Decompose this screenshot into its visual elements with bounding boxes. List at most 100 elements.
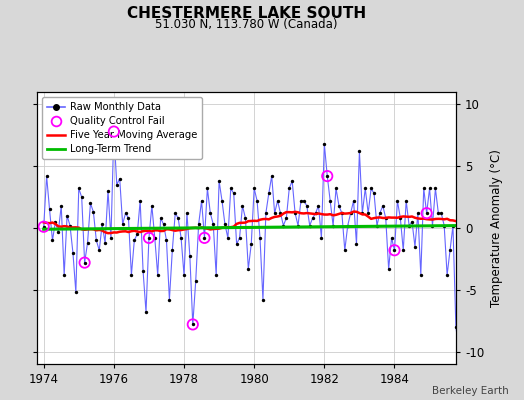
Point — [484, 173, 492, 179]
Point — [270, 210, 279, 216]
Point — [341, 247, 349, 254]
Point — [261, 210, 270, 216]
Point — [463, 173, 472, 179]
Point — [74, 185, 83, 192]
Point — [457, 178, 466, 184]
Point — [203, 185, 212, 192]
Point — [431, 185, 440, 192]
Point — [189, 321, 197, 328]
Point — [413, 210, 422, 216]
Point — [148, 202, 156, 209]
Point — [390, 247, 399, 254]
Point — [180, 272, 188, 278]
Point — [127, 272, 136, 278]
Point — [381, 215, 390, 221]
Point — [60, 272, 68, 278]
Point — [367, 185, 375, 192]
Point — [490, 222, 498, 229]
Text: 51.030 N, 113.780 W (Canada): 51.030 N, 113.780 W (Canada) — [155, 18, 337, 31]
Point — [130, 237, 138, 244]
Point — [320, 141, 329, 147]
Point — [399, 247, 408, 254]
Text: Berkeley Earth: Berkeley Earth — [432, 386, 508, 396]
Point — [466, 210, 475, 216]
Point — [221, 221, 229, 228]
Point — [425, 185, 434, 192]
Legend: Raw Monthly Data, Quality Control Fail, Five Year Moving Average, Long-Term Tren: Raw Monthly Data, Quality Control Fail, … — [42, 97, 202, 159]
Point — [183, 210, 191, 216]
Point — [440, 222, 449, 229]
Point — [218, 198, 226, 204]
Point — [302, 202, 311, 209]
Point — [165, 296, 173, 303]
Point — [370, 190, 378, 196]
Point — [250, 185, 258, 192]
Point — [317, 235, 325, 241]
Point — [209, 221, 217, 228]
Point — [443, 272, 451, 278]
Point — [157, 215, 165, 221]
Point — [259, 296, 267, 303]
Point — [472, 190, 481, 196]
Point — [89, 209, 97, 215]
Point — [226, 185, 235, 192]
Point — [446, 247, 454, 254]
Point — [326, 198, 334, 204]
Point — [288, 178, 297, 184]
Point — [200, 235, 209, 241]
Point — [101, 240, 110, 246]
Point — [107, 235, 115, 241]
Point — [80, 260, 89, 266]
Point — [162, 237, 171, 244]
Point — [256, 235, 264, 241]
Point — [282, 215, 290, 221]
Point — [449, 222, 457, 229]
Point — [150, 235, 159, 241]
Point — [104, 188, 112, 194]
Point — [86, 200, 95, 206]
Point — [139, 268, 147, 274]
Point — [352, 241, 361, 247]
Point — [291, 210, 299, 216]
Point — [78, 194, 86, 200]
Point — [198, 198, 206, 204]
Point — [487, 185, 495, 192]
Point — [434, 210, 443, 216]
Point — [51, 219, 60, 225]
Point — [408, 219, 416, 225]
Point — [390, 247, 399, 254]
Point — [493, 215, 501, 221]
Point — [253, 198, 261, 204]
Point — [387, 235, 396, 241]
Point — [215, 178, 223, 184]
Point — [344, 222, 352, 229]
Point — [133, 231, 141, 237]
Point — [113, 182, 121, 188]
Point — [80, 260, 89, 266]
Point — [244, 266, 253, 272]
Point — [212, 272, 221, 278]
Point — [92, 237, 101, 244]
Point — [437, 210, 445, 216]
Point — [118, 221, 127, 228]
Point — [57, 202, 66, 209]
Point — [323, 173, 332, 179]
Point — [48, 237, 57, 244]
Point — [241, 215, 249, 221]
Point — [337, 210, 346, 216]
Point — [200, 235, 209, 241]
Point — [361, 185, 369, 192]
Point — [66, 222, 74, 229]
Point — [420, 185, 428, 192]
Point — [177, 235, 185, 241]
Point — [335, 202, 343, 209]
Y-axis label: Temperature Anomaly (°C): Temperature Anomaly (°C) — [490, 149, 503, 307]
Point — [285, 185, 293, 192]
Point — [422, 210, 431, 216]
Point — [145, 235, 153, 241]
Point — [185, 253, 194, 260]
Point — [276, 210, 285, 216]
Point — [206, 210, 214, 216]
Point — [461, 185, 469, 192]
Point — [238, 202, 247, 209]
